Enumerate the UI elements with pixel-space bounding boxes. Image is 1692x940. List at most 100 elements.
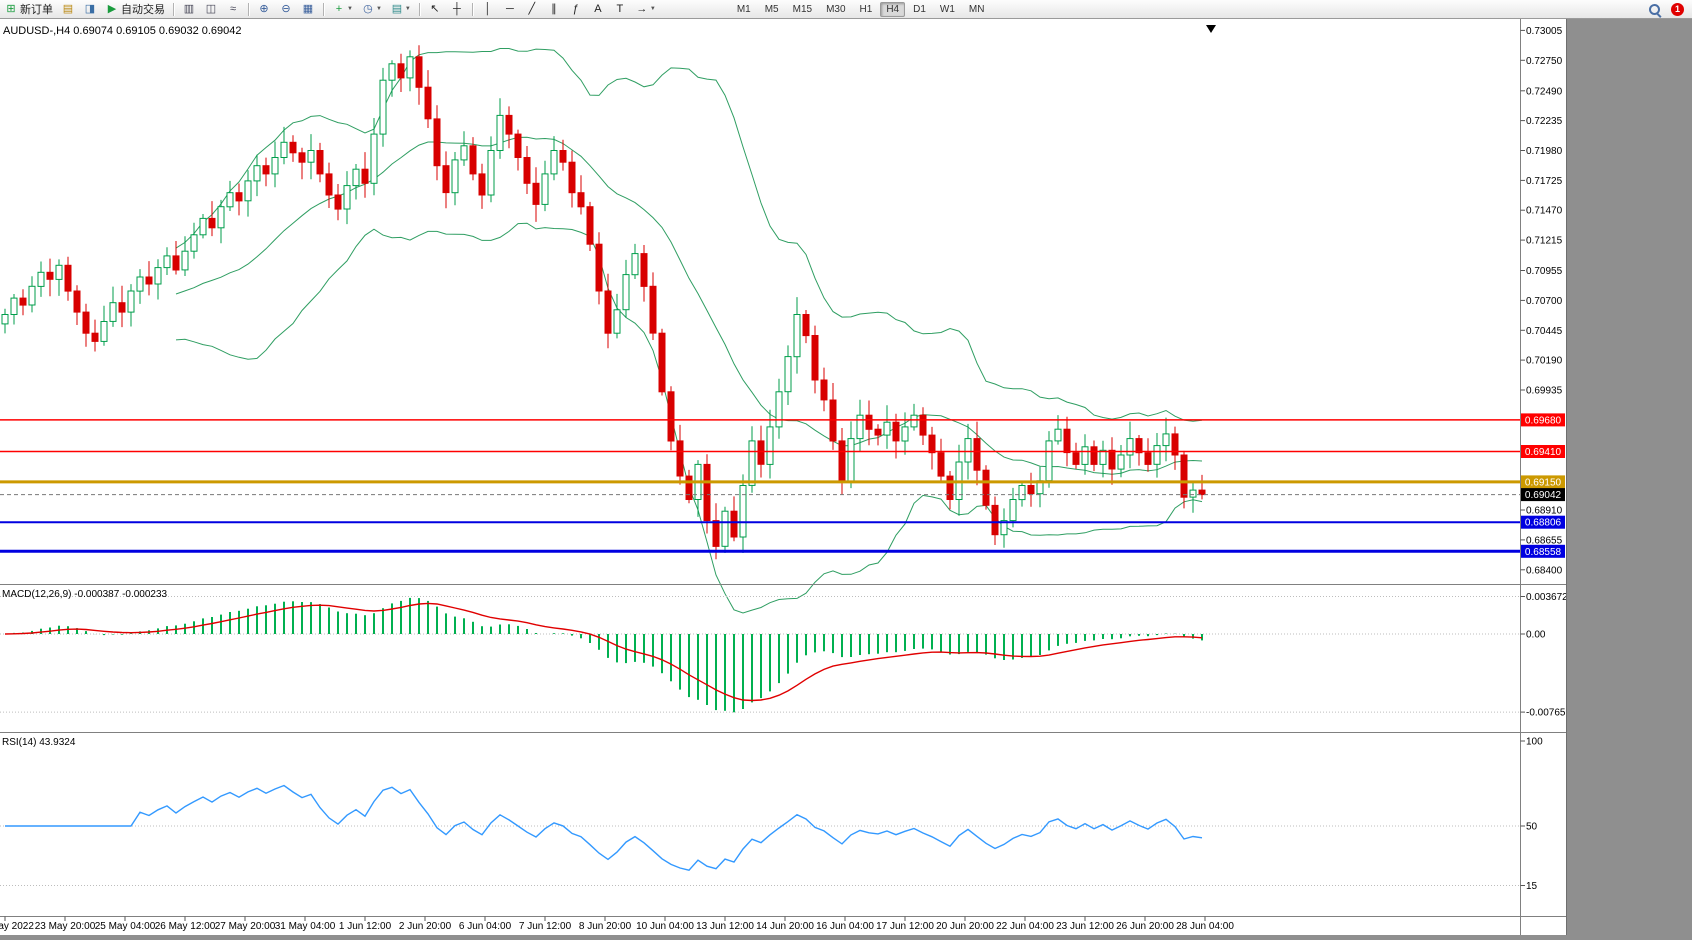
- timeframe-h1[interactable]: H1: [859, 3, 873, 15]
- timeframe-w1[interactable]: W1: [939, 3, 955, 15]
- macd-signal-line: [4, 602, 1203, 702]
- trendline-button[interactable]: ╱: [522, 0, 542, 18]
- svg-text:26 Jun 20:00: 26 Jun 20:00: [1116, 921, 1174, 932]
- cursor-button[interactable]: ↖: [425, 0, 445, 18]
- svg-text:7 Jun 12:00: 7 Jun 12:00: [519, 921, 572, 932]
- horizontal-line-icon: ─: [505, 2, 514, 15]
- chart-canvas[interactable]: MACD(12,26,9) -0.000387 -0.000233 RSI(14)…: [0, 19, 1571, 935]
- timeframe-m15[interactable]: M15: [792, 3, 813, 15]
- svg-text:15: 15: [1526, 881, 1538, 892]
- search-icon[interactable]: [1648, 3, 1661, 16]
- timeframe-h4[interactable]: H4: [880, 1, 906, 17]
- svg-text:-0.007656: -0.007656: [1526, 708, 1566, 719]
- timeframe-m30[interactable]: M30: [826, 3, 846, 15]
- fibonacci-icon: ƒ: [572, 2, 579, 15]
- profiles-icon: ◨: [84, 2, 96, 15]
- arrows-icon: →: [636, 2, 648, 15]
- add-indicator-icon: +: [335, 2, 343, 15]
- timeframe-m1[interactable]: M1: [736, 3, 751, 15]
- new-order-button[interactable]: ⊞ 新订单: [1, 0, 56, 18]
- svg-text:0.71725: 0.71725: [1526, 176, 1563, 187]
- svg-text:23 May 20:00: 23 May 20:00: [35, 921, 96, 932]
- tile-windows-button[interactable]: ▦: [298, 0, 318, 18]
- chart-overlays: AUDUSD-,H4 0.69074 0.69105 0.69032 0.690…: [3, 25, 1216, 37]
- svg-text:0.68558: 0.68558: [1525, 547, 1562, 558]
- chevron-down-icon: ▼: [375, 6, 382, 12]
- svg-text:1 Jun 12:00: 1 Jun 12:00: [339, 921, 392, 932]
- periods-button[interactable]: ◷ ▼: [358, 0, 385, 18]
- horizontal-line-button[interactable]: ─: [500, 0, 520, 18]
- new-order-icon: ⊞: [6, 2, 16, 15]
- rsi-pane: RSI(14) 43.9324: [0, 737, 1520, 886]
- svg-text:0.72750: 0.72750: [1526, 56, 1563, 67]
- svg-text:20 Jun 20:00: 20 Jun 20:00: [936, 921, 994, 932]
- svg-text:0.68655: 0.68655: [1526, 535, 1563, 546]
- svg-text:2 Jun 20:00: 2 Jun 20:00: [399, 921, 452, 932]
- svg-text:0.68400: 0.68400: [1526, 565, 1563, 576]
- templates-button[interactable]: ▤ ▼: [387, 0, 414, 18]
- chart-bars-button[interactable]: ▥: [179, 0, 199, 18]
- tile-windows-icon: ▦: [302, 2, 314, 15]
- bollinger-lower: [175, 222, 1203, 614]
- channel-icon: ∥: [551, 2, 557, 15]
- auto-trading-button[interactable]: ▶ 自动交易: [102, 0, 168, 18]
- label-button[interactable]: T: [610, 0, 630, 18]
- bollinger-bands: [175, 48, 1203, 614]
- svg-text:0.69410: 0.69410: [1525, 447, 1562, 458]
- svg-text:0.72235: 0.72235: [1526, 116, 1563, 127]
- svg-text:31 May 04:00: 31 May 04:00: [275, 921, 336, 932]
- new-chart-icon: ▤: [62, 2, 74, 15]
- timeframe-d1[interactable]: D1: [913, 3, 926, 15]
- vertical-line-button[interactable]: │: [478, 0, 498, 18]
- svg-text:0.68910: 0.68910: [1526, 506, 1563, 517]
- toolbar-standard-group: ⊞ 新订单 ▤ ◨ ▶ 自动交易: [0, 0, 169, 18]
- indicators-button[interactable]: + ▼: [329, 0, 356, 18]
- chart-line-button[interactable]: ≈: [223, 0, 243, 18]
- toolbar: ⊞ 新订单 ▤ ◨ ▶ 自动交易 ▥ ◫ ≈ ⊕ ⊖ ▦ + ▼ ◷ ▼ ▤ ▼ ↖ ┼ │ ─ ╱ ∥ ƒ A T → ▼ M1 M5…: [0, 0, 1692, 19]
- svg-text:0.70700: 0.70700: [1526, 296, 1563, 307]
- price-scale: 0.73005 0.72750 0.72490 0.72235 0.71980 0.717…: [1520, 19, 1571, 935]
- svg-text:0.003672: 0.003672: [1526, 592, 1566, 603]
- channel-button[interactable]: ∥: [544, 0, 564, 18]
- bar-chart-icon: ▥: [183, 2, 195, 15]
- timeframe-m5[interactable]: M5: [764, 3, 779, 15]
- chart-candles-button[interactable]: ◫: [201, 0, 221, 18]
- toolbar-separator: [323, 2, 324, 16]
- timeframe-mn[interactable]: MN: [968, 3, 985, 15]
- svg-text:0.69042: 0.69042: [1525, 490, 1562, 501]
- text-button[interactable]: A: [588, 0, 608, 18]
- zoom-in-button[interactable]: ⊕: [254, 0, 274, 18]
- svg-text:13 Jun 12:00: 13 Jun 12:00: [696, 921, 754, 932]
- svg-text:0.00: 0.00: [1526, 630, 1546, 641]
- template-icon: ▤: [391, 2, 403, 15]
- profiles-button[interactable]: ◨: [80, 0, 100, 18]
- svg-text:26 May 12:00: 26 May 12:00: [155, 921, 216, 932]
- toolbar-tools-group: ▥ ◫ ≈ ⊕ ⊖ ▦ + ▼ ◷ ▼ ▤ ▼ ↖ ┼ │ ─ ╱ ∥ ƒ A T → ▼: [178, 0, 660, 18]
- chart-window[interactable]: MACD(12,26,9) -0.000387 -0.000233 RSI(14)…: [0, 19, 1571, 935]
- new-chart-button[interactable]: ▤: [58, 0, 78, 18]
- svg-text:6 Jun 04:00: 6 Jun 04:00: [459, 921, 512, 932]
- svg-text:27 May 20:00: 27 May 20:00: [215, 921, 276, 932]
- clock-icon: ◷: [363, 2, 373, 15]
- candles: [1, 45, 1206, 560]
- fibonacci-button[interactable]: ƒ: [566, 0, 586, 18]
- notification-badge[interactable]: 1: [1671, 2, 1684, 16]
- crosshair-button[interactable]: ┼: [447, 0, 467, 18]
- svg-text:23 May 2022: 23 May 2022: [0, 921, 34, 932]
- cursor-icon: ↖: [430, 2, 440, 15]
- trendline-icon: ╱: [528, 2, 536, 15]
- svg-text:23 Jun 12:00: 23 Jun 12:00: [1056, 921, 1114, 932]
- auto-trading-button-label: 自动交易: [121, 4, 165, 16]
- line-chart-icon: ≈: [229, 2, 237, 15]
- svg-text:0.73005: 0.73005: [1526, 26, 1563, 37]
- zoom-in-icon: ⊕: [259, 2, 269, 15]
- zoom-out-button[interactable]: ⊖: [276, 0, 296, 18]
- macd-pane: MACD(12,26,9) -0.000387 -0.000233: [0, 589, 1520, 713]
- svg-text:14 Jun 20:00: 14 Jun 20:00: [756, 921, 814, 932]
- arrows-button[interactable]: → ▼: [632, 0, 659, 18]
- svg-text:0.71470: 0.71470: [1526, 206, 1563, 217]
- zoom-out-icon: ⊖: [281, 2, 291, 15]
- chevron-down-icon: ▼: [649, 6, 656, 12]
- horizontal-lines: [0, 419, 1520, 553]
